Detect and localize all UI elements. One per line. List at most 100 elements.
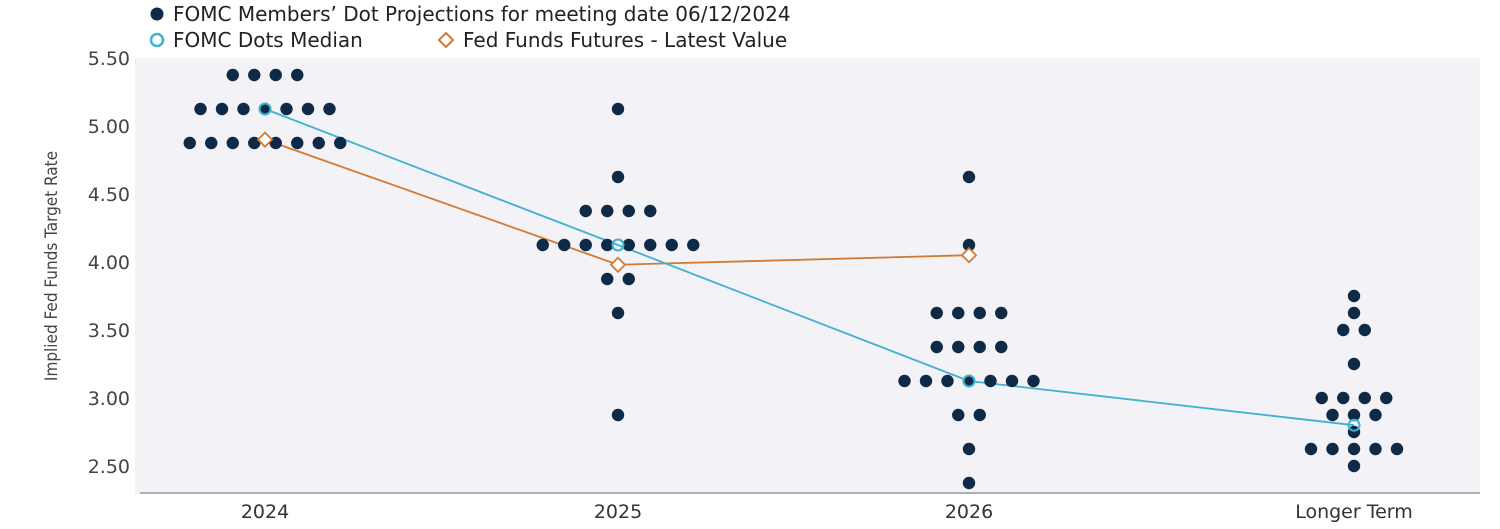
y-tick-label: 4.00 — [88, 252, 130, 274]
dot-projection — [601, 272, 614, 286]
dot-projection — [1347, 306, 1361, 320]
dot-projection — [1005, 374, 1019, 388]
dot-projection — [579, 204, 592, 218]
futures-marker — [256, 131, 274, 148]
median-line — [264, 108, 1355, 427]
dot-projection — [558, 238, 571, 252]
x-tick-label: 2025 — [594, 501, 642, 523]
dot-projection — [301, 102, 315, 116]
dot-projection — [973, 340, 986, 354]
legend-futures-marker — [437, 31, 455, 49]
series-markers — [256, 102, 1361, 432]
y-tick-label: 5.00 — [88, 116, 130, 138]
futures-marker — [960, 246, 978, 264]
dot-projection — [952, 408, 965, 422]
futures-marker — [609, 256, 627, 273]
dot-projection — [237, 102, 250, 116]
legend-dot-marker — [150, 7, 164, 21]
dot-projection — [269, 68, 282, 82]
dot-projection — [611, 170, 625, 184]
dot-projection — [1369, 408, 1382, 422]
y-tick-label: 3.50 — [88, 320, 130, 342]
dot-projection — [962, 170, 976, 184]
median-marker — [258, 102, 272, 116]
median-marker — [1347, 418, 1361, 432]
x-tick-label: 2026 — [945, 501, 993, 523]
x-tick-label: 2024 — [241, 501, 289, 523]
dot-projection — [962, 238, 976, 252]
dot-projection — [1337, 391, 1350, 405]
y-axis-label: Implied Fed Funds Target Rate — [42, 151, 62, 381]
dot-projection — [665, 238, 678, 252]
dot-projection — [1347, 459, 1361, 473]
dot-projection — [973, 408, 986, 422]
y-tick-label: 4.50 — [88, 184, 130, 206]
dot-projection — [1358, 323, 1371, 337]
dot-projection — [291, 136, 304, 150]
dot-projection — [194, 102, 207, 116]
legend-median-marker — [149, 32, 165, 48]
plot-area — [135, 58, 1480, 494]
dot-projection — [601, 238, 614, 252]
dot-projection — [919, 374, 933, 388]
dot-projection — [962, 442, 976, 456]
dot-projection — [962, 374, 976, 388]
x-axis-ticks: 2024 2025 2026 Longer Term — [241, 501, 1413, 523]
dot-projection — [962, 476, 976, 490]
dot-projection — [611, 102, 625, 116]
dot-projection — [1369, 442, 1382, 456]
x-tick-label: Longer Term — [1295, 501, 1413, 523]
dot-projection — [1027, 374, 1040, 388]
dot-projection — [312, 136, 325, 150]
dot-projection — [930, 340, 943, 354]
dot-projection — [1380, 391, 1393, 405]
dot-projection — [291, 68, 304, 82]
y-tick-label: 5.50 — [88, 48, 130, 70]
dot-projection — [1315, 391, 1328, 405]
dot-projection — [611, 306, 625, 320]
dot-projection — [930, 306, 943, 320]
dot-projection — [579, 238, 592, 252]
dot-projection — [1326, 442, 1339, 456]
dot-projection — [215, 102, 229, 116]
dot-projection — [973, 306, 986, 320]
dot-projection — [995, 340, 1008, 354]
dot-projection — [536, 238, 549, 252]
dot-projection — [1347, 357, 1361, 371]
y-axis-ticks: 5.50 5.00 4.50 4.00 3.50 3.00 2.50 — [88, 48, 130, 478]
dot-projection — [952, 306, 965, 320]
dot-projection — [1347, 408, 1361, 422]
dot-projection — [1347, 442, 1361, 456]
legend-dots-label: FOMC Members’ Dot Projections for meetin… — [173, 2, 791, 26]
dot-projection — [622, 272, 635, 286]
dot-projection — [1337, 323, 1350, 337]
dot-projection — [226, 68, 239, 82]
dot-projection — [183, 136, 196, 150]
dot-projection — [644, 238, 657, 252]
dot-projections — [183, 68, 1404, 490]
y-tick-label: 2.50 — [88, 456, 130, 478]
dot-projection — [611, 408, 625, 422]
y-tick-label: 3.00 — [88, 388, 130, 410]
legend-futures-label: Fed Funds Futures - Latest Value — [463, 28, 787, 52]
dot-projection — [323, 102, 336, 116]
dot-projection — [1390, 442, 1404, 456]
dot-projection — [898, 374, 911, 388]
dot-projection — [226, 136, 239, 150]
dot-projection — [280, 102, 293, 116]
dot-projection — [1326, 408, 1339, 422]
legend-median-label: FOMC Dots Median — [173, 28, 363, 52]
legend: FOMC Members’ Dot Projections for meetin… — [149, 2, 791, 52]
dot-projection — [1304, 442, 1318, 456]
dot-projection — [644, 204, 657, 218]
dot-projection — [1358, 391, 1371, 405]
dot-projection — [601, 204, 614, 218]
dot-projection — [687, 238, 700, 252]
dot-projection — [941, 374, 954, 388]
dot-projection — [334, 136, 347, 150]
dot-projection — [1347, 289, 1361, 303]
dot-projection — [258, 102, 272, 116]
dot-projection — [205, 136, 218, 150]
dot-projection — [952, 340, 965, 354]
